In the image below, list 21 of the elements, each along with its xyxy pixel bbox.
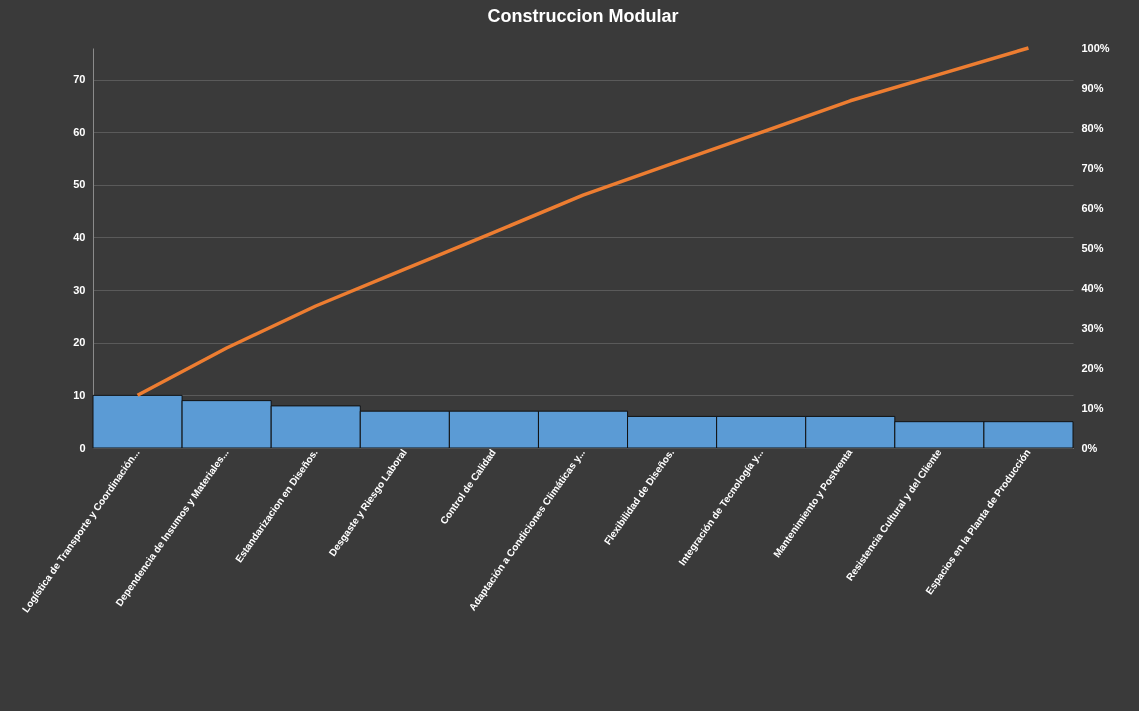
y2-tick-label: 20%: [1081, 361, 1104, 374]
y-tick-label: 50: [73, 178, 86, 191]
chart-title: Construccion Modular: [487, 6, 679, 26]
y2-tick-label: 70%: [1081, 161, 1104, 174]
y2-tick-label: 60%: [1081, 201, 1104, 214]
y-tick-label: 10: [73, 388, 86, 401]
y2-tick-label: 80%: [1081, 121, 1104, 134]
y2-tick-label: 40%: [1081, 281, 1104, 294]
y-tick-label: 30: [73, 283, 86, 296]
line-series: [135, 46, 1031, 397]
y2-tick-label: 10%: [1081, 401, 1104, 414]
y2-tick-label: 50%: [1081, 241, 1104, 254]
y-tick-label: 40: [73, 230, 86, 243]
y-tick-label: 70: [73, 73, 86, 86]
y2-tick-label: 0%: [1081, 441, 1098, 454]
y2-tick-label: 90%: [1081, 81, 1104, 94]
y2-tick-label: 100%: [1081, 41, 1110, 54]
y-tick-label: 60: [73, 125, 86, 138]
y2-tick-label: 30%: [1081, 321, 1104, 334]
y-tick-label: 20: [73, 336, 86, 349]
y-tick-label: 0: [79, 441, 86, 454]
